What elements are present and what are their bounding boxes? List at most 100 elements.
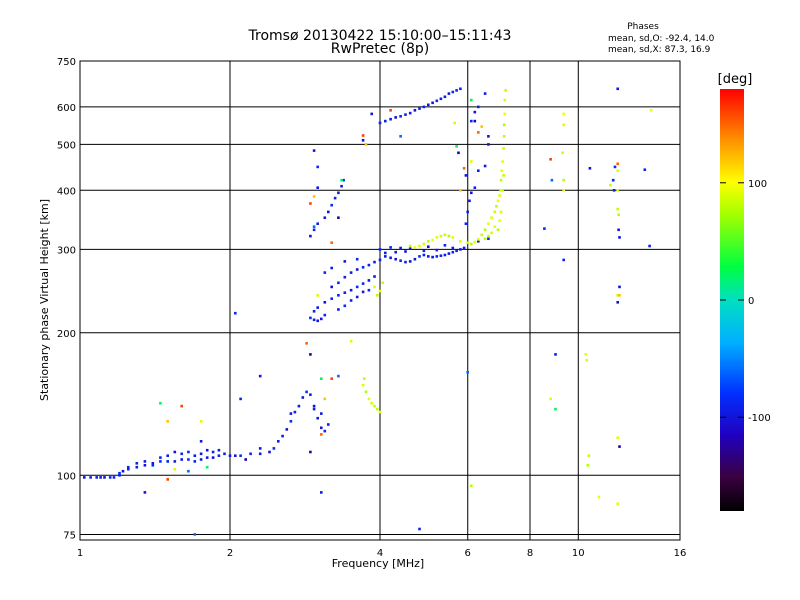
data-point bbox=[376, 294, 379, 297]
data-point bbox=[487, 222, 490, 225]
data-point bbox=[616, 207, 619, 211]
data-point bbox=[584, 353, 587, 356]
data-point bbox=[151, 464, 155, 467]
data-point bbox=[309, 450, 312, 454]
data-point bbox=[343, 291, 347, 294]
data-point bbox=[554, 353, 557, 356]
data-point bbox=[199, 452, 203, 456]
data-points bbox=[83, 87, 653, 536]
data-point bbox=[473, 240, 477, 244]
data-point bbox=[199, 458, 203, 461]
data-point bbox=[378, 121, 382, 125]
data-point bbox=[323, 216, 327, 219]
data-point bbox=[180, 404, 183, 408]
colorbar-tick-label: 100 bbox=[748, 179, 767, 190]
data-point bbox=[618, 285, 621, 289]
data-point bbox=[193, 454, 197, 457]
data-point bbox=[408, 260, 412, 263]
data-point bbox=[418, 244, 421, 248]
data-point bbox=[323, 313, 327, 317]
data-point bbox=[384, 255, 387, 258]
data-point bbox=[487, 237, 490, 240]
data-point bbox=[281, 434, 284, 438]
data-point bbox=[330, 297, 333, 300]
data-point bbox=[427, 255, 430, 258]
data-point bbox=[103, 476, 106, 479]
data-point bbox=[483, 92, 487, 95]
data-point bbox=[455, 145, 458, 148]
data-point bbox=[435, 255, 439, 258]
y-tick-label: 400 bbox=[57, 186, 76, 197]
data-point bbox=[316, 165, 319, 169]
data-point bbox=[173, 450, 177, 454]
data-point bbox=[470, 484, 473, 488]
data-point bbox=[376, 407, 379, 411]
data-point bbox=[473, 110, 477, 114]
data-point bbox=[464, 174, 468, 177]
data-point bbox=[320, 377, 323, 380]
data-point bbox=[422, 253, 426, 257]
data-point bbox=[483, 228, 487, 232]
data-point bbox=[355, 257, 359, 261]
data-point bbox=[187, 458, 190, 461]
data-point bbox=[258, 452, 262, 456]
data-point bbox=[427, 245, 430, 248]
data-point bbox=[439, 254, 443, 257]
colorbar-tick-label: 0 bbox=[748, 296, 754, 307]
data-point bbox=[435, 248, 439, 252]
data-point bbox=[470, 98, 473, 102]
data-point bbox=[378, 258, 382, 262]
data-point bbox=[617, 228, 620, 232]
data-point bbox=[447, 252, 451, 255]
data-point bbox=[597, 495, 601, 499]
data-point bbox=[305, 390, 308, 394]
data-point bbox=[285, 428, 289, 431]
data-point bbox=[166, 420, 169, 423]
data-point bbox=[361, 290, 365, 294]
data-point bbox=[309, 234, 312, 238]
data-point bbox=[340, 178, 343, 182]
data-point bbox=[343, 275, 347, 279]
data-point bbox=[373, 260, 376, 264]
data-point bbox=[166, 478, 169, 481]
plot-frame bbox=[79, 60, 681, 541]
data-point bbox=[166, 460, 169, 463]
data-point bbox=[447, 234, 451, 238]
data-point bbox=[312, 404, 316, 408]
data-point bbox=[483, 164, 487, 168]
x-tick-label: 8 bbox=[527, 548, 533, 559]
data-point bbox=[399, 246, 402, 250]
data-point bbox=[389, 246, 392, 249]
data-point bbox=[384, 251, 387, 255]
data-point bbox=[159, 401, 162, 405]
data-point bbox=[320, 433, 323, 436]
data-point bbox=[343, 304, 347, 308]
data-point bbox=[199, 440, 203, 443]
x-axis-label: Frequency [MHz] bbox=[332, 557, 424, 570]
data-point bbox=[312, 228, 316, 232]
phases-heading: Phases bbox=[627, 22, 659, 32]
data-point bbox=[451, 236, 455, 239]
data-point bbox=[316, 222, 319, 225]
data-point bbox=[501, 160, 504, 163]
data-point bbox=[616, 189, 619, 192]
data-point bbox=[364, 143, 368, 146]
data-point bbox=[443, 244, 447, 247]
data-point bbox=[616, 87, 619, 91]
data-point bbox=[205, 465, 209, 469]
data-point bbox=[193, 460, 197, 463]
data-point bbox=[316, 416, 319, 420]
data-point bbox=[361, 139, 365, 142]
data-point bbox=[228, 454, 232, 457]
data-point bbox=[361, 266, 365, 269]
data-point bbox=[367, 288, 371, 292]
data-point bbox=[408, 247, 412, 250]
data-point bbox=[327, 210, 330, 214]
data-point bbox=[462, 167, 466, 170]
data-point bbox=[394, 257, 397, 261]
data-point bbox=[503, 112, 507, 116]
data-point bbox=[166, 454, 169, 457]
data-point bbox=[373, 285, 376, 289]
data-point bbox=[118, 471, 121, 475]
data-point bbox=[312, 310, 316, 313]
